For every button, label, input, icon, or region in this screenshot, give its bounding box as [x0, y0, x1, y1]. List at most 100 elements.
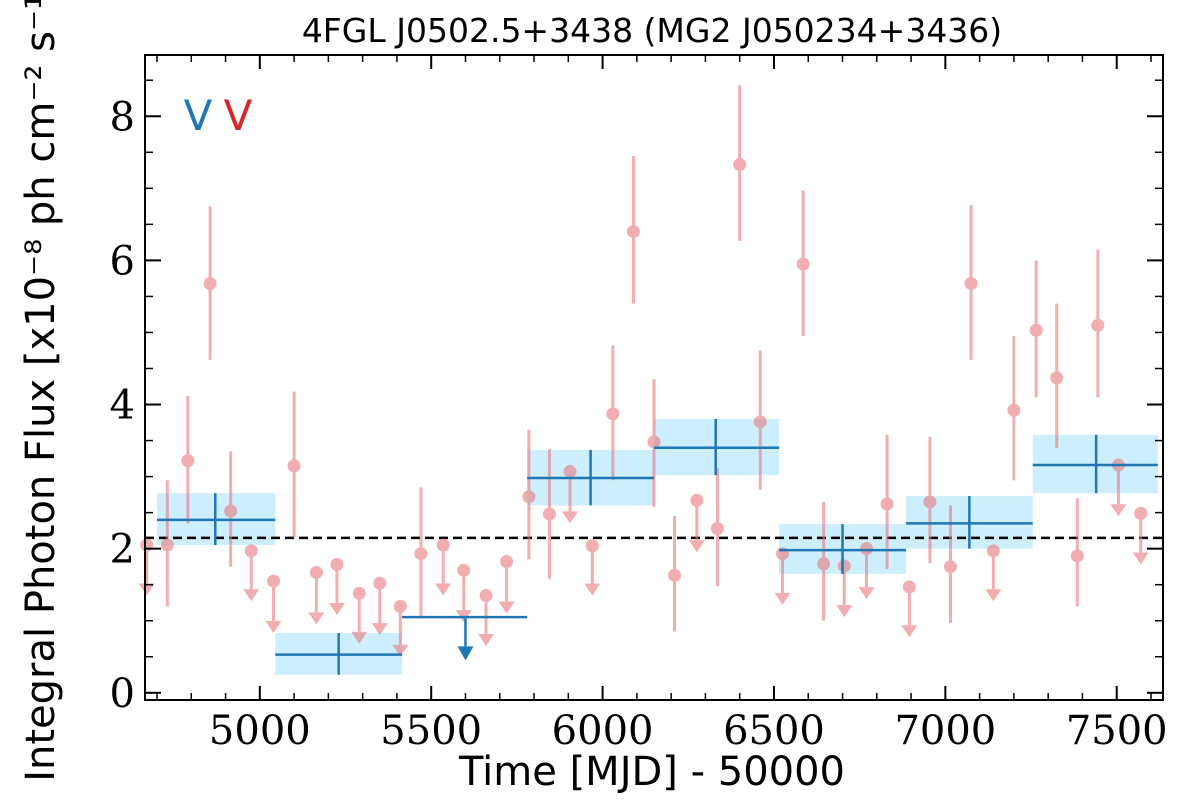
short-bin-ul-arrow-47	[1132, 552, 1149, 565]
short-bin-marker-15	[457, 563, 471, 577]
short-bin-ul-arrow-6	[265, 620, 282, 633]
short-bin-point-27	[710, 467, 724, 587]
y-tick-label-0: 0	[110, 671, 135, 717]
short-bin-point-1	[160, 480, 174, 607]
short-bin-point-25	[668, 516, 682, 632]
short-bin-point-35	[880, 434, 894, 569]
short-bin-point-7	[287, 391, 301, 538]
short-bin-marker-37	[923, 495, 937, 509]
short-bin-point-26	[688, 493, 705, 553]
short-bin-marker-5	[244, 544, 258, 558]
short-bin-ul-arrow-0	[138, 583, 155, 596]
short-bin-point-13	[414, 487, 428, 618]
short-bin-point-40	[985, 544, 1002, 602]
chart-title: 4FGL J0502.5+3438 (MG2 J050234+3436)	[302, 11, 1002, 50]
short-bin-marker-19	[542, 507, 556, 521]
corner-label-blue: V	[184, 91, 213, 140]
short-bin-point-12	[392, 599, 409, 657]
x-tick-label-2: 6000	[552, 708, 654, 754]
corner-label-red: V	[224, 91, 253, 140]
short-bin-ul-arrow-33	[836, 605, 853, 618]
short-bin-point-4	[224, 451, 238, 567]
short-bin-marker-12	[393, 599, 407, 613]
short-bin-marker-20	[563, 465, 577, 479]
short-bin-point-9	[328, 558, 345, 615]
short-bin-marker-32	[817, 557, 831, 571]
x-tick-label-3: 6500	[723, 708, 825, 754]
short-bin-marker-29	[753, 415, 767, 429]
short-bin-point-5	[243, 544, 260, 602]
short-bin-marker-9	[330, 558, 344, 572]
y-tick-label-2: 4	[110, 383, 135, 429]
short-bin-marker-40	[986, 544, 1000, 558]
short-bin-marker-28	[733, 158, 747, 172]
short-bin-marker-4	[224, 504, 238, 518]
short-bin-marker-23	[626, 225, 640, 239]
short-bin-ul-arrow-20	[562, 511, 579, 524]
short-bin-marker-34	[860, 542, 874, 556]
short-bin-point-47	[1132, 506, 1149, 565]
short-bin-ul-arrow-12	[392, 644, 409, 657]
short-bin-marker-16	[479, 589, 493, 603]
short-bin-point-45	[1091, 249, 1105, 398]
short-bin-marker-21	[585, 539, 599, 553]
short-bin-point-33	[836, 559, 853, 618]
short-bin-point-34	[858, 542, 875, 600]
short-bin-point-31	[796, 190, 810, 337]
short-bin-ul-arrow-11	[371, 623, 388, 636]
short-bin-point-3	[203, 206, 217, 360]
short-bin-marker-47	[1134, 506, 1148, 520]
short-bin-ul-arrow-5	[243, 589, 260, 602]
short-bin-point-36	[901, 580, 918, 638]
short-bin-marker-43	[1050, 371, 1064, 385]
short-bin-point-22	[606, 345, 620, 481]
short-bin-marker-22	[606, 407, 620, 421]
short-bin-point-42	[1029, 260, 1043, 398]
short-bin-marker-8	[309, 565, 323, 579]
short-bin-point-24	[647, 379, 661, 507]
short-bin-marker-27	[710, 521, 724, 535]
x-tick-label-5: 7500	[1066, 708, 1168, 754]
short-bin-point-11	[371, 576, 388, 636]
x-tick-label-0: 5000	[209, 708, 311, 754]
short-bin-point-44	[1070, 498, 1084, 607]
short-bin-ul-arrow-9	[328, 602, 345, 615]
short-bin-point-38	[943, 505, 957, 623]
short-bin-marker-26	[690, 493, 704, 507]
short-bin-marker-44	[1070, 549, 1084, 563]
short-bin-marker-6	[267, 574, 281, 588]
short-bin-ul-arrow-30	[774, 592, 791, 605]
short-bin-point-21	[584, 539, 601, 596]
short-bin-point-10	[351, 586, 368, 644]
short-bin-point-14	[435, 538, 452, 596]
short-bin-ul-arrow-36	[901, 625, 918, 638]
short-bin-ul-arrow-16	[478, 633, 495, 646]
short-bin-point-28	[733, 85, 747, 241]
y-tick-label-4: 8	[110, 94, 135, 140]
short-bin-ul-arrow-21	[584, 583, 601, 596]
short-bin-point-8	[308, 565, 325, 625]
short-bin-ul-arrow-34	[858, 587, 875, 600]
short-bin-ul-arrow-46	[1110, 504, 1127, 517]
short-bin-point-32	[817, 501, 831, 621]
short-bin-marker-38	[943, 560, 957, 574]
short-bin-marker-25	[668, 568, 682, 582]
short-bin-marker-18	[522, 490, 536, 504]
short-bin-ul-arrow-17	[498, 601, 515, 614]
plot-area	[138, 85, 1163, 675]
short-bin-ul-arrow-14	[435, 583, 452, 596]
short-bin-point-2	[181, 395, 195, 524]
short-bin-point-23	[626, 155, 640, 304]
short-bin-marker-45	[1091, 318, 1105, 332]
short-bin-marker-10	[352, 586, 366, 600]
short-bin-marker-36	[902, 580, 916, 594]
short-bin-marker-2	[181, 454, 195, 468]
short-bin-marker-7	[287, 459, 301, 473]
short-bin-marker-39	[964, 276, 978, 290]
y-axis-label: Integral Photon Flux [x10⁻⁸ ph cm⁻² s⁻¹]	[18, 0, 64, 782]
short-bin-ul-arrow-40	[985, 589, 1002, 602]
short-bin-marker-33	[837, 559, 851, 573]
short-bin-marker-13	[414, 547, 428, 561]
short-bin-ul-arrow-26	[688, 540, 705, 553]
